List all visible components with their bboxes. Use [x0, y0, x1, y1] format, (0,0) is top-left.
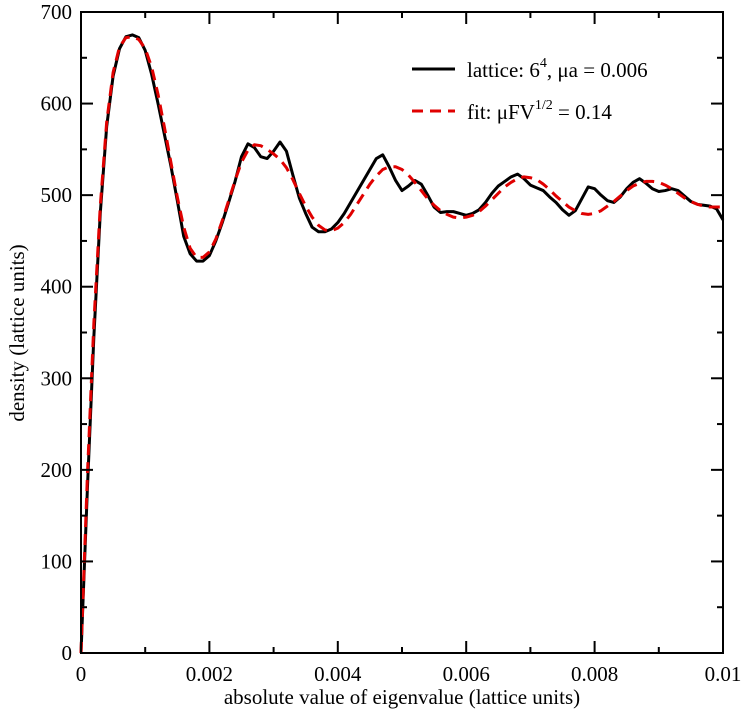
legend-label-lattice: lattice: 64, μa = 0.006 [467, 56, 648, 82]
y-axis-label: density (lattice units) [5, 244, 29, 421]
series-layer [79, 33, 725, 654]
x-tick-label: 0.004 [314, 662, 362, 686]
legend-lattice-base: lattice: 6 [467, 58, 540, 82]
legend-label-fit: fit: μFV1/2 = 0.14 [467, 98, 612, 124]
y-tick-label: 400 [41, 275, 73, 299]
legend-fit-sup: 1/2 [535, 98, 553, 113]
y-tick-label: 100 [41, 549, 73, 573]
series-fit-line [79, 35, 723, 654]
x-tick-label: 0.008 [571, 662, 618, 686]
legend-lattice-tail: , μa = 0.006 [547, 58, 648, 82]
x-tick-label: 0.002 [186, 662, 233, 686]
x-tick-label: 0.006 [443, 662, 490, 686]
series-lattice-line [79, 33, 725, 654]
y-tick-label: 600 [41, 92, 73, 116]
plot-frame [80, 11, 724, 654]
y-tick-label: 200 [41, 458, 73, 482]
legend-fit-tail: = 0.14 [553, 100, 613, 124]
y-tick-label: 500 [41, 183, 73, 207]
legend-fit-base: fit: μFV [467, 100, 535, 124]
tick-label-layer: 0 0.002 0.004 0.006 0.008 0.01 0 100 200 300 400 50… [41, 0, 742, 686]
x-tick-label: 0 [76, 662, 87, 686]
x-tick-label: 0.01 [705, 662, 742, 686]
y-tick-label: 300 [41, 366, 73, 390]
legend-lattice-sup: 4 [540, 56, 547, 71]
tick-layer [80, 11, 724, 654]
legend: lattice: 64, μa = 0.006 fit: μFV1/2 = 0.… [412, 56, 648, 124]
y-tick-label: 0 [62, 641, 73, 665]
y-tick-label: 700 [41, 0, 73, 24]
x-axis-label: absolute value of eigenvalue (lattice un… [224, 685, 580, 709]
